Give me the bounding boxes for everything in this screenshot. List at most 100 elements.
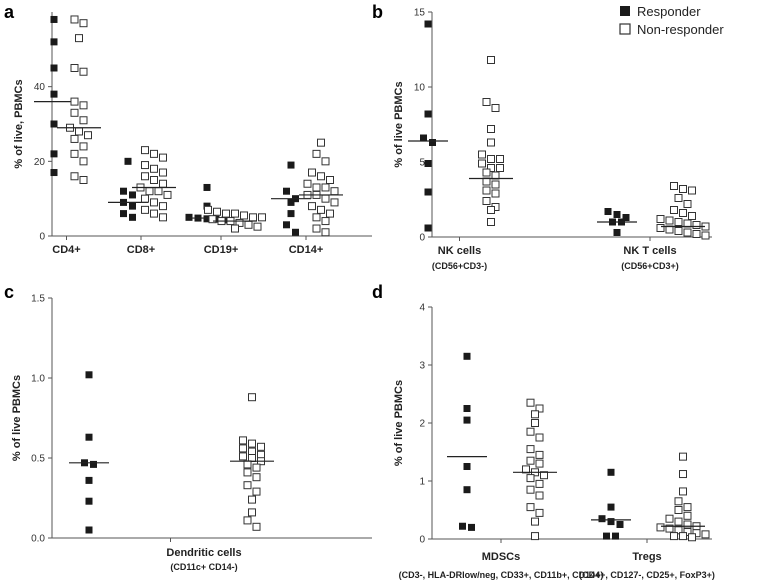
nonresponder-point [244,220,253,229]
nonresponder-point [674,194,683,202]
nonresponder-point [526,503,535,512]
responder-point [463,352,471,360]
nonresponder-point [317,205,325,214]
responder-point [424,224,432,232]
responder-point [90,460,97,468]
panel-letter-c: c [4,282,14,302]
nonresponder-point [674,218,683,226]
responder-point [50,150,58,158]
nonresponder-point [141,146,149,155]
nonresponder-point [526,398,535,407]
nonresponder-point [248,393,256,402]
nonresponder-point [692,529,701,538]
panel-a: a 0 20 40 % of live, PBMCs CD4+ CD8+ CD19+ CD14+ [4,2,372,256]
nonresponder-point [252,487,261,496]
nonresponder-point [231,209,239,218]
y-tick-label: 0 [419,535,425,546]
legend: Responder Non-responder [619,4,724,37]
responder-point [120,210,127,218]
nonresponder-point [248,439,256,448]
y-tick-label: 5 [419,158,425,169]
group-mdscs: MDSCs (CD3-, HLA-DRlow/neg, CD33+, CD11b+… [399,352,604,580]
nonresponder-point [679,487,687,496]
nonresponder-point [222,209,230,218]
nonresponder-point [531,419,539,427]
responder-point [203,183,211,191]
y-tick-label: 20 [34,157,46,168]
nonresponder-point [150,198,158,207]
x-category-label: MDSCs [482,551,521,563]
nonresponder-point [674,497,683,506]
nonresponder-point [670,182,678,190]
panel-letter-b: b [372,2,383,22]
nonresponder-point [535,433,544,442]
nonresponder-point [674,227,683,235]
nonresponder-point [526,485,535,494]
nonresponder-point [79,19,88,28]
x-category-sublabel: (CD3-, HLA-DRlow/neg, CD33+, CD11b+, CD1… [399,570,604,580]
nonresponder-point [208,215,217,224]
nonresponder-point [257,442,265,451]
responder-point [613,229,621,236]
nonresponder-point [487,164,495,172]
nonresponder-point [79,176,88,184]
nonresponder-point [70,15,79,24]
responder-point [185,213,193,221]
y-axis-label-c: % of live PBMCs [11,375,23,461]
nonresponder-point [478,150,486,159]
nonresponder-point [478,159,486,168]
nonresponder-point [204,205,212,214]
nonresponder-point [701,231,710,240]
nonresponder-point [670,532,678,541]
nonresponder-point [150,149,158,158]
nonresponder-point [326,209,334,218]
nonresponder-point [252,463,261,472]
x-category-label: CD19+ [204,244,239,256]
nonresponder-point [683,503,692,512]
nonresponder-point [249,213,257,222]
y-tick-label: 40 [34,82,46,93]
nonresponder-point [526,445,535,454]
nonresponder-point [679,532,687,541]
x-category-label: Tregs [632,551,661,563]
nonresponder-point [692,221,701,229]
nonresponder-point [243,468,252,477]
responder-point [463,486,471,494]
nonresponder-point [252,522,261,531]
responder-point [463,416,471,424]
nonresponder-point [330,187,339,196]
legend-nonresponder-marker [619,23,631,35]
panel-d: d 0 1 2 3 4 % of live PBMCs MDSCs (CD3-, HLA-DRl… [372,282,715,580]
nonresponder-point [491,189,500,198]
nonresponder-point [526,427,535,436]
nonresponder-point [308,202,316,211]
responder-point [120,187,127,195]
nonresponder-point [679,185,687,193]
responder-point [603,532,610,540]
legend-responder-label: Responder [637,4,701,19]
group-tregs: Tregs (CD4+, CD127-, CD25+, FoxP3+) [579,452,715,580]
nonresponder-point [482,186,491,195]
nonresponder-point [150,209,158,218]
nonresponder-point [487,56,495,64]
nonresponder-point [79,67,88,76]
nonresponder-point [141,194,149,203]
responder-point [598,515,606,523]
panel-letter-a: a [4,2,15,22]
nonresponder-point [482,98,491,106]
nonresponder-point [79,142,88,151]
nonresponder-point [141,205,149,214]
group-dendritic-cells: Dendritic cells (CD11c+ CD14-) [69,371,274,572]
responder-point [287,161,295,169]
nonresponder-point [679,452,687,461]
nonresponder-point [326,176,334,184]
responder-point [203,215,211,223]
x-category-sublabel: (CD56+CD3-) [432,261,487,271]
nonresponder-point [235,218,244,227]
responder-point [604,208,612,215]
nonresponder-point [321,217,330,226]
nonresponder-point [692,230,701,238]
responder-point [424,20,432,28]
nonresponder-point [321,228,330,237]
responder-point [463,405,471,412]
